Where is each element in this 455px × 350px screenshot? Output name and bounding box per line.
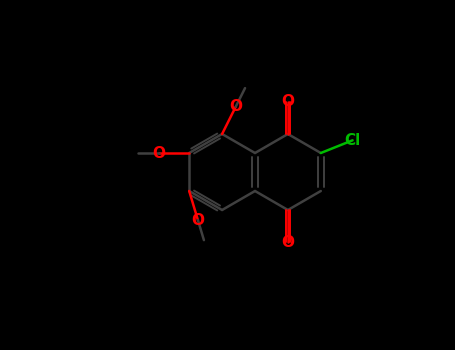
Text: Cl: Cl (344, 133, 361, 148)
Text: O: O (229, 99, 242, 114)
Text: O: O (152, 146, 165, 161)
Text: O: O (281, 235, 294, 250)
Text: O: O (281, 94, 294, 109)
Text: O: O (192, 212, 204, 228)
